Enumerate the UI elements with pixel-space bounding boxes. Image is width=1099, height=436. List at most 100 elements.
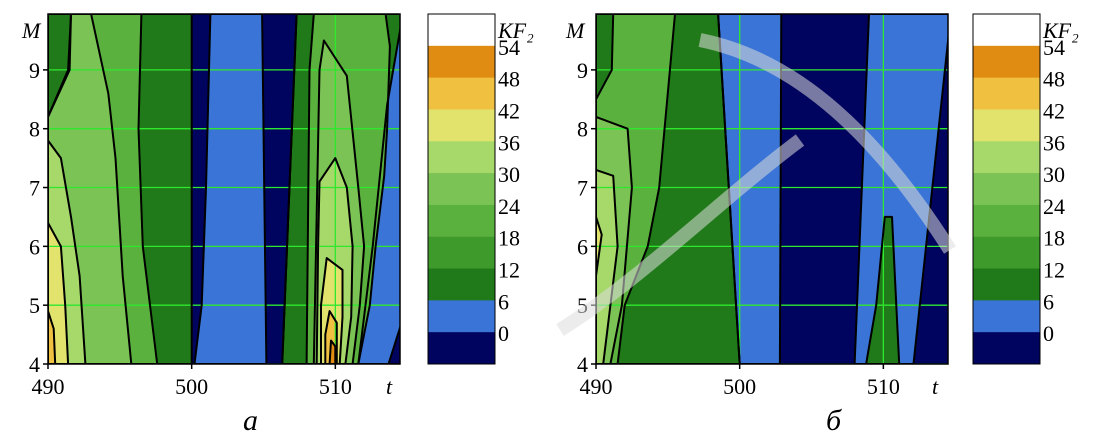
contour-line-13	[324, 310, 338, 364]
colorbar-cell	[428, 109, 495, 142]
contour-line-2	[48, 14, 133, 364]
y-tick-label: 7	[29, 176, 40, 201]
contour-line-6	[193, 14, 268, 364]
colorbar-cell	[428, 268, 495, 301]
y-tick-labels: 4 5 6 7 8 9	[29, 58, 48, 377]
x-tick-label: 510	[867, 374, 900, 399]
colorbar-cell	[973, 141, 1040, 174]
y-tick-label: 8	[577, 117, 588, 142]
colorbar-label: 30	[1043, 162, 1065, 187]
colorbar-cell	[973, 204, 1040, 238]
y-tick-label: 4	[577, 352, 588, 377]
contour-line-5	[48, 310, 57, 364]
contour-line-4	[596, 168, 619, 364]
panel-caption-b: б	[826, 404, 842, 436]
y-tick-label: 6	[29, 234, 40, 259]
x-axis-label: t	[386, 374, 393, 399]
y-tick-label: 5	[577, 293, 588, 318]
contour-line-10	[312, 39, 366, 364]
contour-panel-b: 490 500 510 4 5 6 7 8 9 M t б	[565, 13, 949, 436]
panel-caption-a: а	[243, 404, 258, 436]
colorbar-label: 12	[498, 258, 520, 283]
y-tick-label: 8	[29, 117, 40, 142]
colorbar-label: 30	[498, 162, 520, 187]
region-level-6	[194, 14, 267, 364]
region-level-48	[48, 311, 56, 364]
contour-line-5	[596, 215, 603, 277]
contour-line-14	[328, 339, 337, 364]
colorbar-label: 42	[498, 98, 520, 123]
x-tick-labels: 490 500 510	[32, 364, 352, 399]
colorbar-cell	[973, 332, 1040, 365]
colorbar-a: KF₂ 54 48 42 36 30 24 18 12 6 0	[427, 13, 534, 365]
colorbar-labels: 54 48 42 36 30 24 18 12 6 0	[498, 35, 520, 346]
y-tick-label: 9	[29, 58, 40, 83]
colorbar-cell	[973, 77, 1040, 110]
colorbar-label: 6	[498, 289, 509, 314]
x-axis-label: t	[932, 374, 939, 399]
x-tick-label: 490	[32, 374, 65, 399]
colorbar-label: 12	[1043, 258, 1065, 283]
colorbar-label: 48	[1043, 67, 1065, 92]
colorbar-label: 24	[498, 194, 520, 219]
y-tick-labels: 4 5 6 7 8 9	[577, 58, 596, 377]
colorbar-label: 18	[498, 226, 520, 251]
colorbar-label: 54	[1043, 35, 1065, 60]
colorbar-label: 36	[498, 130, 520, 155]
colorbar-label: 24	[1043, 194, 1065, 219]
colorbar-cell	[428, 173, 495, 206]
plot-frame	[47, 13, 401, 365]
contour-line-7	[865, 215, 901, 364]
colorbar-cell	[973, 300, 1040, 333]
colorbar-cells	[973, 14, 1040, 365]
colorbar-label: 6	[1043, 289, 1054, 314]
contour-panel-a: 490 500 510 4 5 6 7 8 9 M t а	[21, 13, 401, 436]
y-tick-label: 6	[577, 234, 588, 259]
region-level-12	[866, 216, 900, 364]
colorbar-label: 0	[498, 321, 509, 346]
colorbar-title: KF₂	[497, 18, 534, 43]
colorbar-cell	[428, 236, 495, 270]
plot-frame	[595, 13, 949, 365]
colorbar-cell	[428, 141, 495, 174]
colorbar-cell	[428, 77, 495, 110]
contour-lines	[48, 14, 400, 364]
colorbar-title: KF₂	[1042, 18, 1079, 43]
colorbar-cell	[973, 109, 1040, 142]
region-level-36	[596, 169, 618, 364]
y-axis-label: M	[565, 18, 586, 43]
y-tick-label: 5	[29, 293, 40, 318]
colorbar-cells	[428, 14, 495, 365]
y-tick-label: 9	[577, 58, 588, 83]
colorbar-label: 48	[498, 67, 520, 92]
y-tick-label: 4	[29, 352, 40, 377]
contour-line-15	[387, 324, 400, 364]
colorbar-cell	[428, 332, 495, 365]
y-axis-label: M	[21, 18, 42, 43]
colorbar-label: 42	[1043, 98, 1065, 123]
x-tick-label: 500	[175, 374, 208, 399]
colorbar-label: 54	[498, 35, 520, 60]
colorbar-cell	[973, 45, 1040, 79]
watermark	[556, 33, 956, 336]
x-tick-label: 490	[580, 374, 613, 399]
colorbar-cell	[973, 236, 1040, 270]
contour-line-11	[315, 157, 354, 364]
colorbar-cell	[428, 204, 495, 238]
contour-line-3	[48, 139, 87, 364]
colorbar-cell	[428, 300, 495, 333]
colorbar-cell	[428, 14, 495, 47]
contour-line-9	[305, 14, 391, 364]
colorbar-label: 18	[1043, 226, 1065, 251]
colorbar-cell	[973, 173, 1040, 206]
contour-line-2	[596, 14, 676, 364]
contour-line-3	[596, 115, 633, 364]
colorbar-frame	[427, 13, 496, 365]
colorbar-cell	[428, 45, 495, 79]
colorbar-cell	[973, 268, 1040, 301]
contour-line-1	[717, 14, 783, 364]
colorbar-label: 0	[1043, 321, 1054, 346]
colorbar-frame	[972, 13, 1041, 365]
x-tick-label: 510	[319, 374, 352, 399]
